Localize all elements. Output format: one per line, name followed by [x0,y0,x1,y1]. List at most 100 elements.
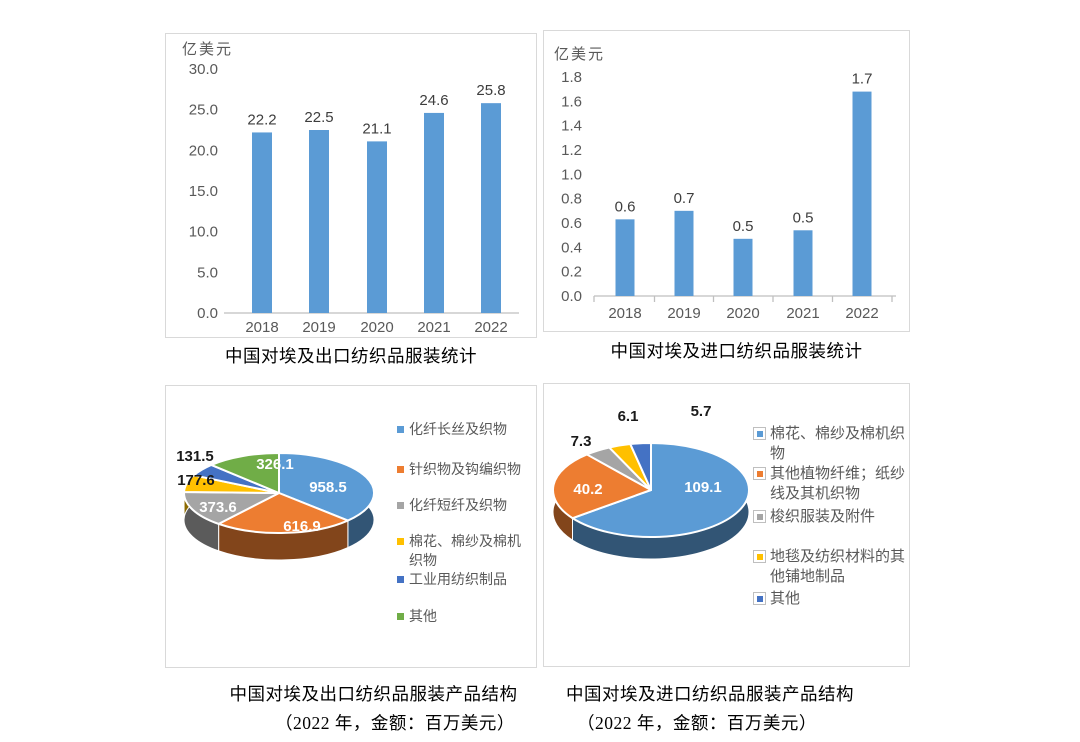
legend-swatch [756,470,763,477]
pie-slice-label: 373.6 [199,499,237,516]
y-tick-label: 1.4 [561,118,582,135]
import-pie-plot: 109.1 40.2 7.3 6.1 5.7 [552,403,750,560]
y-tick-label: 1.6 [561,93,582,110]
bar-value-label: 0.5 [733,218,754,235]
export-pie-plot: 958.5 616.9 373.6 177.6 131.5 326.1 [176,448,375,561]
legend-label: 梭织服装及附件 [770,508,876,525]
bar [252,132,272,313]
import-pie-caption-subtitle: （2022 年，金额：百万美元） [577,713,817,733]
pie-slice-label: 7.3 [571,433,592,450]
import-bar-chart-panel: 亿美元 1.8 1.6 1.4 1.2 1.0 0.8 0.6 0.4 0.2 0.0 0.6 201… [543,30,910,332]
legend-item: 其他 [397,607,437,626]
pie-slice [217,492,349,534]
bar-value-label: 25.8 [476,82,505,99]
legend-swatch [397,538,404,545]
bar [793,230,813,296]
y-tick-label: 0.2 [561,264,582,281]
legend-label: 针织物及钩编织物 [409,461,521,477]
pie-slice-label: 40.2 [573,481,602,498]
y-tick-label: 5.0 [197,264,218,281]
pie-slice [552,453,652,520]
pie-slice-label: 958.5 [309,479,347,496]
legend-label: 化纤短纤及织物 [409,497,507,513]
legend-swatch [397,426,404,433]
y-tick-label: 25.0 [189,102,218,119]
category-label: 2020 [726,305,759,322]
category-label: 2019 [302,319,335,336]
legend-swatch-box [753,467,766,480]
bar-value-label: 21.1 [362,120,391,137]
bar-value-label: 22.2 [247,111,276,128]
legend-swatch-box [753,592,766,605]
export-pie-caption: 中国对埃及出口纺织品服装产品结构 （2022 年，金额：百万美元） [165,684,537,734]
category-label: 2020 [360,319,393,336]
y-tick-label: 30.0 [189,61,218,78]
bar [424,112,444,313]
bar [367,141,387,313]
legend-item: 梭织服装及附件 [753,507,875,527]
y-tick-label: 20.0 [189,142,218,159]
bar [852,91,872,296]
legend-label: 其他 [409,608,437,624]
bar-value-label: 22.5 [304,109,333,126]
category-label: 2022 [845,305,878,322]
export-bar-y-axis-unit-label: 亿美元 [182,41,234,58]
legend-swatch [397,502,404,509]
category-label: 2019 [667,305,700,322]
legend-swatch [756,513,763,520]
pie-slice-label: 109.1 [684,479,722,496]
legend-label: 棉花、棉纱及棉机织物 [770,425,906,462]
bar [309,130,329,313]
legend-swatch [397,466,404,473]
legend-swatch-box [753,510,766,523]
legend-label: 化纤长丝及织物 [409,421,507,437]
export-pie-caption-subtitle: （2022 年，金额：百万美元） [275,713,515,733]
legend-item: 其他植物纤维；纸纱 线及其机织物 [753,464,905,504]
import-bar-y-axis-unit-label: 亿美元 [554,46,606,63]
import-bar-plot: 1.8 1.6 1.4 1.2 1.0 0.8 0.6 0.4 0.2 0.0 0.6 2018 0.7… [561,69,896,322]
legend-swatch [756,553,763,560]
import-pie-chart-panel: 109.1 40.2 7.3 6.1 5.7 棉花、棉纱及棉机织物其他植物纤维；纸纱 线及… [543,383,910,667]
pie-slice [278,452,375,522]
pie-slice [210,452,280,494]
pie-slice-label: 5.7 [691,403,712,420]
category-label: 2021 [417,319,450,336]
bar-value-label: 0.5 [793,209,814,226]
pie-slice [571,442,750,538]
legend-item: 地毯及纺织材料的其 他铺地制品 [753,547,905,587]
legend-label: 其他植物纤维；纸纱 线及其机织物 [770,465,906,502]
legend-swatch [756,430,763,437]
legend-swatch [756,595,763,602]
import-bar-caption: 中国对埃及进口纺织品服装统计 [610,341,863,361]
bar [674,210,694,296]
y-tick-label: 0.6 [561,215,582,232]
category-label: 2018 [245,319,278,336]
y-tick-label: 1.2 [561,142,582,159]
legend-item: 化纤长丝及织物 [397,420,507,439]
y-tick-label: 0.0 [197,305,218,322]
export-pie-caption-title: 中国对埃及出口纺织品服装产品结构 [229,684,518,704]
export-bar-plot: 30.0 25.0 20.0 15.0 10.0 5.0 0.0 22.2 2018 22.5 20… [189,61,519,336]
legend-label: 其他 [770,590,801,607]
category-label: 2018 [608,305,641,322]
export-pie-chart-panel: 958.5 616.9 373.6 177.6 131.5 326.1 化纤长丝及织物 针织… [165,385,537,668]
legend-swatch [397,613,404,620]
bar-value-label: 1.7 [852,71,873,88]
legend-item: 其他 [753,589,800,609]
pie-slice-label: 6.1 [618,408,639,425]
pie-slice-label: 131.5 [176,448,214,465]
bar-value-label: 0.6 [615,198,636,215]
pie-slice-label: 326.1 [256,456,294,473]
y-tick-label: 0.4 [561,239,582,256]
pie-slice [629,442,652,491]
legend-item: 棉花、棉纱及棉机织物 [397,532,521,570]
y-tick-label: 1.0 [561,166,582,183]
y-tick-label: 0.0 [561,288,582,305]
legend-label: 棉花、棉纱及棉机织物 [409,533,521,568]
bar-value-label: 0.7 [674,190,695,207]
legend-label: 地毯及纺织材料的其 他铺地制品 [770,548,906,585]
bar-value-label: 24.6 [419,92,448,109]
import-pie-legend: 棉花、棉纱及棉机织物其他植物纤维；纸纱 线及其机织物梭织服装及附件地毯及纺织材料的… [753,384,908,666]
legend-item: 工业用纺织制品 [397,570,507,589]
